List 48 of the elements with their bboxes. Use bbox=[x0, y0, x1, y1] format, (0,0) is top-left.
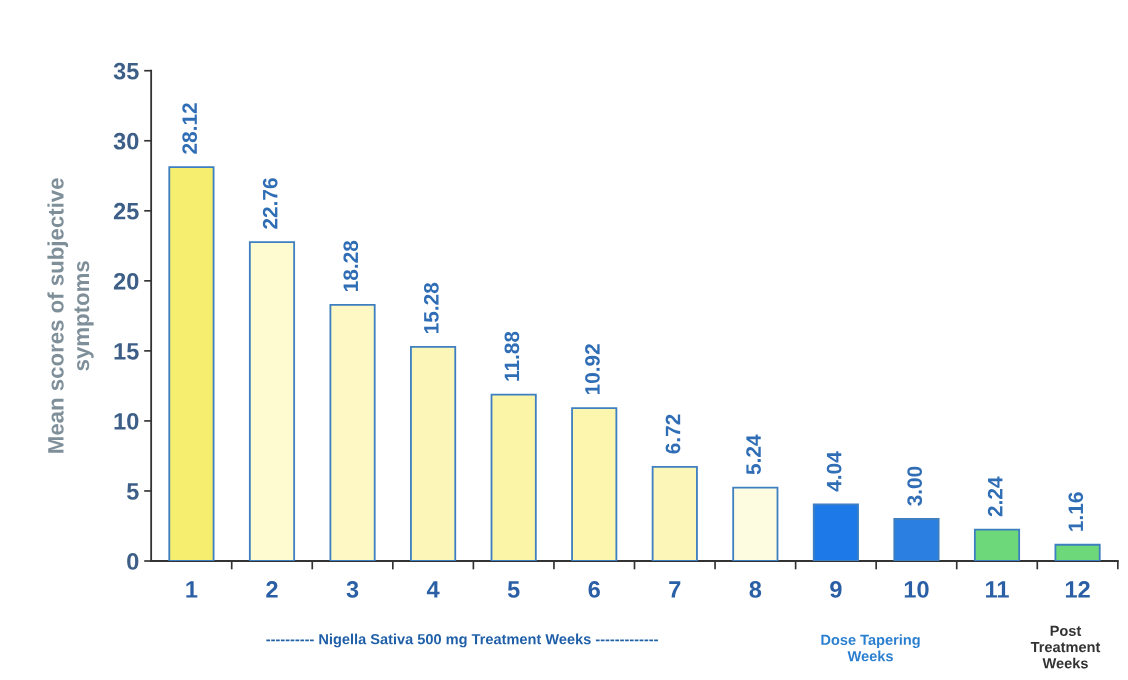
y-tick-label: 0 bbox=[127, 553, 139, 570]
x-tick-label: 9 bbox=[830, 581, 842, 598]
bar bbox=[571, 407, 618, 561]
data-label: 18.28 bbox=[343, 240, 359, 292]
text: ---------- Nigella Sativa 500 mg Treatment Weeks ------------- bbox=[266, 633, 658, 648]
x-tick-label: 6 bbox=[588, 581, 600, 598]
bar bbox=[812, 503, 859, 561]
bar bbox=[410, 346, 457, 561]
data-label: 5.24 bbox=[746, 434, 761, 475]
data-label: 3.00 bbox=[907, 466, 923, 506]
y-tick-label: 10 bbox=[114, 412, 139, 430]
bar bbox=[732, 486, 779, 561]
data-label: 22.76 bbox=[262, 178, 278, 229]
x-tick-label: 8 bbox=[749, 581, 762, 598]
data-label: 4.04 bbox=[826, 451, 842, 492]
x-tick-label: 5 bbox=[507, 581, 520, 598]
x-tick-label: 11 bbox=[986, 581, 1009, 598]
x-tick-label: 12 bbox=[1065, 581, 1090, 598]
x-tick-label: 4 bbox=[426, 581, 440, 598]
data-label: 15.28 bbox=[423, 282, 439, 334]
text: Post Treatment Weeks bbox=[1030, 625, 1101, 669]
y-tick-label: 35 bbox=[113, 62, 139, 80]
y-tick-label: 5 bbox=[126, 483, 139, 500]
x-tick-label: 2 bbox=[266, 581, 278, 598]
data-label: 2.24 bbox=[987, 476, 1003, 517]
bar bbox=[973, 528, 1021, 561]
x-tick-label: 7 bbox=[669, 581, 681, 598]
data-label: 11.88 bbox=[504, 331, 520, 381]
x-tick-label: 1 bbox=[186, 581, 198, 598]
x-tick-label: 3 bbox=[346, 581, 359, 598]
bar bbox=[893, 518, 940, 561]
y-tick-label: 30 bbox=[113, 132, 139, 150]
data-label: 10.92 bbox=[585, 344, 600, 395]
y-tick-label: 15 bbox=[114, 343, 139, 360]
y-tick-label: 20 bbox=[113, 272, 139, 290]
x-tick-label: 10 bbox=[904, 581, 929, 598]
y-axis-title: Mean scores of subjective symptoms bbox=[47, 178, 94, 453]
bar bbox=[248, 241, 296, 561]
bar bbox=[1054, 543, 1101, 561]
bar bbox=[168, 166, 215, 561]
data-label: 6.72 bbox=[665, 414, 681, 454]
bar bbox=[651, 465, 698, 561]
bar bbox=[490, 393, 537, 561]
text: Dose Tapering Weeks bbox=[821, 634, 920, 662]
data-label: 28.12 bbox=[182, 103, 198, 154]
data-label: 1.16 bbox=[1068, 492, 1084, 531]
bar bbox=[329, 304, 376, 561]
y-tick-label: 25 bbox=[113, 202, 139, 220]
